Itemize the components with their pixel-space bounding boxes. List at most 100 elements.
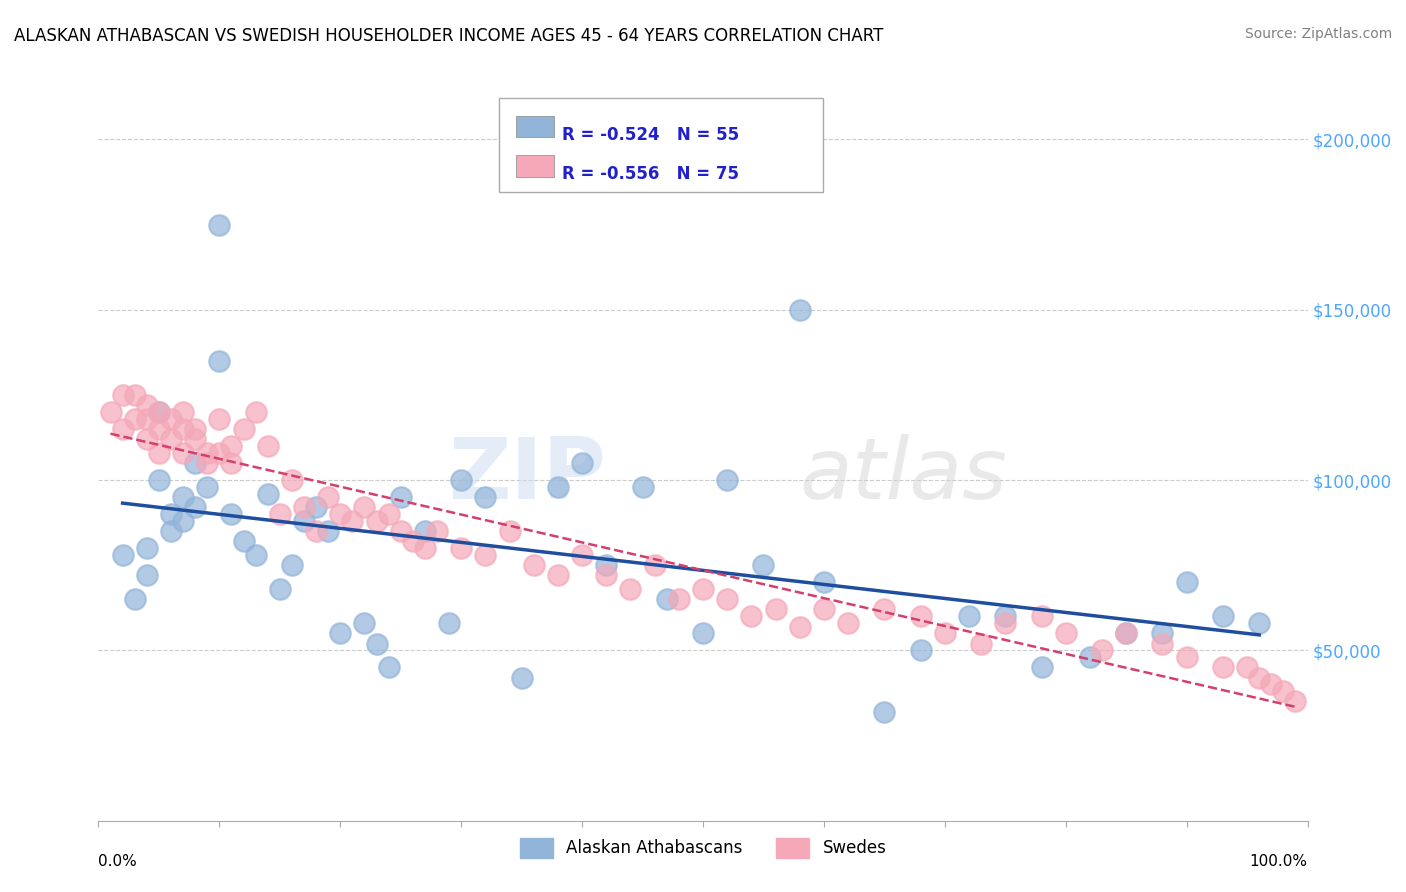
Point: [124, 388, 146, 402]
Point: [124, 592, 146, 607]
Text: Source: ZipAtlas.com: Source: ZipAtlas.com: [1244, 27, 1392, 41]
Point: [172, 446, 194, 460]
Point: [184, 500, 207, 515]
Point: [245, 405, 267, 419]
Point: [1249, 616, 1271, 631]
Point: [329, 507, 352, 521]
Point: [135, 568, 157, 582]
Point: [1175, 575, 1198, 590]
Point: [450, 541, 472, 556]
Point: [595, 568, 617, 582]
Point: [740, 609, 762, 624]
Point: [160, 507, 183, 521]
Point: [148, 405, 170, 419]
Point: [789, 619, 811, 633]
Point: [148, 422, 170, 436]
Point: [498, 524, 520, 538]
Point: [873, 602, 896, 616]
Point: [124, 411, 146, 425]
Point: [353, 616, 375, 631]
Point: [172, 422, 194, 436]
Point: [269, 507, 291, 521]
Point: [281, 558, 304, 573]
Point: [342, 514, 364, 528]
Point: [172, 514, 194, 528]
Text: ZIP: ZIP: [449, 434, 606, 517]
Point: [366, 514, 388, 528]
Point: [100, 405, 122, 419]
Point: [547, 568, 569, 582]
Point: [957, 609, 980, 624]
Point: [195, 456, 218, 470]
Point: [1212, 609, 1234, 624]
Point: [873, 705, 896, 719]
Text: R = -0.556   N = 75: R = -0.556 N = 75: [562, 165, 740, 183]
Point: [1284, 694, 1306, 708]
Point: [160, 411, 183, 425]
Point: [292, 514, 315, 528]
Point: [474, 548, 496, 562]
Point: [389, 490, 412, 504]
Point: [208, 446, 231, 460]
Point: [195, 446, 218, 460]
Point: [813, 575, 835, 590]
Point: [148, 405, 170, 419]
Point: [269, 582, 291, 596]
Point: [789, 302, 811, 317]
Point: [316, 490, 339, 504]
Point: [208, 411, 231, 425]
Point: [970, 636, 993, 650]
Legend: Alaskan Athabascans, Swedes: Alaskan Athabascans, Swedes: [513, 831, 893, 864]
Point: [994, 616, 1017, 631]
Point: [934, 626, 956, 640]
Point: [232, 422, 254, 436]
Point: [111, 548, 134, 562]
Point: [305, 524, 328, 538]
Point: [221, 439, 243, 453]
Point: [716, 592, 738, 607]
Point: [668, 592, 690, 607]
Point: [765, 602, 787, 616]
Point: [655, 592, 678, 607]
Point: [426, 524, 449, 538]
Point: [389, 524, 412, 538]
Point: [813, 602, 835, 616]
Point: [910, 609, 932, 624]
Point: [221, 507, 243, 521]
Point: [172, 490, 194, 504]
Point: [450, 473, 472, 487]
Point: [221, 456, 243, 470]
Point: [353, 500, 375, 515]
Point: [135, 541, 157, 556]
Point: [595, 558, 617, 573]
Point: [148, 446, 170, 460]
Point: [571, 548, 593, 562]
Text: R = -0.524   N = 55: R = -0.524 N = 55: [562, 126, 740, 144]
Text: ALASKAN ATHABASCAN VS SWEDISH HOUSEHOLDER INCOME AGES 45 - 64 YEARS CORRELATION : ALASKAN ATHABASCAN VS SWEDISH HOUSEHOLDE…: [14, 27, 883, 45]
Point: [644, 558, 666, 573]
Point: [292, 500, 315, 515]
Point: [184, 456, 207, 470]
Point: [402, 534, 425, 549]
Point: [208, 218, 231, 232]
Point: [1115, 626, 1137, 640]
Point: [1078, 650, 1101, 665]
Point: [172, 405, 194, 419]
Point: [111, 422, 134, 436]
Point: [148, 473, 170, 487]
Point: [752, 558, 775, 573]
Point: [1249, 671, 1271, 685]
Point: [329, 626, 352, 640]
Point: [994, 609, 1017, 624]
Point: [1054, 626, 1077, 640]
Point: [571, 456, 593, 470]
Point: [619, 582, 641, 596]
Point: [377, 660, 399, 674]
Point: [1031, 660, 1053, 674]
Point: [413, 541, 436, 556]
Point: [377, 507, 399, 521]
Point: [208, 354, 231, 368]
Point: [184, 432, 207, 446]
Point: [1260, 677, 1282, 691]
Point: [256, 486, 278, 500]
